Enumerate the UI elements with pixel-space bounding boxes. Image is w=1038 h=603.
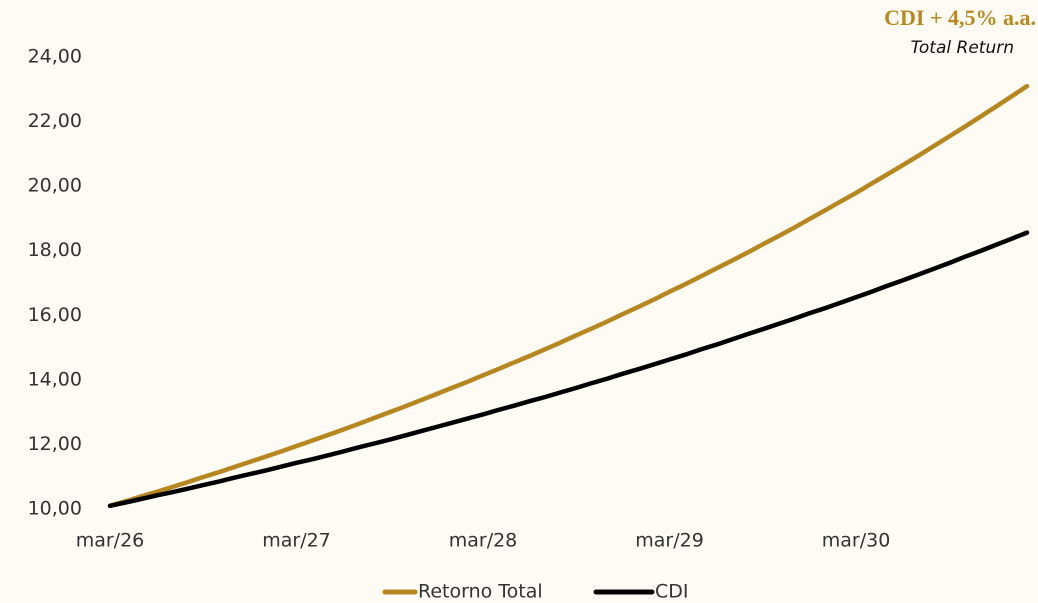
- y-tick-label: 20,00: [28, 175, 82, 197]
- y-tick-label: 24,00: [28, 46, 82, 68]
- line-series: [107, 83, 1030, 509]
- x-tick-label: mar/27: [262, 530, 331, 552]
- x-tick-label: mar/28: [449, 530, 518, 552]
- x-tick-label: mar/26: [76, 530, 145, 552]
- line-series: [107, 230, 1030, 509]
- legend-label: CDI: [655, 581, 689, 603]
- y-tick-label: 14,00: [28, 368, 82, 390]
- y-tick-label: 12,00: [28, 433, 82, 455]
- annotation-title: CDI + 4,5% a.a.: [884, 5, 1036, 30]
- annotation-subtitle: Total Return: [911, 38, 1014, 58]
- x-tick-label: mar/29: [635, 530, 704, 552]
- y-tick-label: 18,00: [28, 239, 82, 261]
- legend-label: Retorno Total: [418, 581, 543, 603]
- y-tick-label: 16,00: [28, 304, 82, 326]
- y-tick-label: 22,00: [28, 110, 82, 132]
- x-tick-label: mar/30: [822, 530, 891, 552]
- y-tick-label: 10,00: [28, 498, 82, 520]
